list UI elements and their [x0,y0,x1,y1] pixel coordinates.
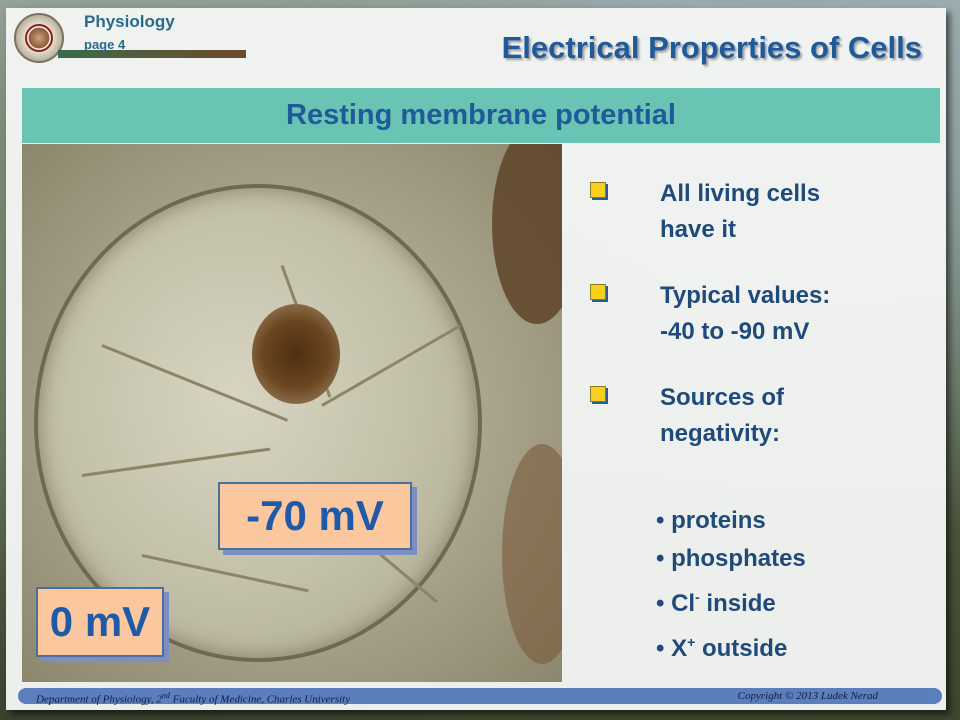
university-seal-logo [14,13,64,63]
source-item: • X+ outside [656,634,788,662]
cell-membrane [34,184,482,662]
bullet-square-icon [590,386,606,402]
bullet-list: All living cells have it Typical values:… [590,176,930,452]
bullet-square-icon [590,182,606,198]
cell-nucleus [252,304,340,404]
subject-label: Physiology [84,12,175,31]
inside-potential-label: -70 mV [218,482,412,550]
bullet-item: Sources of negativity: [590,380,930,452]
section-heading: Resting membrane potential [286,99,676,131]
bullet-item: Typical values: -40 to -90 mV [590,278,930,350]
neighbor-cell-shape [492,144,562,324]
neighbor-cell-shape [502,444,562,664]
source-item: • proteins [656,507,766,534]
footer-copyright: Copyright © 2013 Ludek Nerad [737,690,878,702]
footer-department: Department of Physiology, 2nd Faculty of… [36,691,351,706]
bullet-square-icon [590,284,606,300]
header-ribbon [58,50,246,58]
bullet-item: All living cells have it [590,176,930,248]
slide-title: Electrical Properties of Cells [501,30,922,65]
source-item: • phosphates [656,545,806,572]
footer-bar: Department of Physiology, 2nd Faculty of… [18,688,942,706]
negativity-sources-list: • proteins • phosphates • Cl- inside • X… [656,502,806,668]
section-banner: Resting membrane potential [22,88,940,143]
outside-potential-label: 0 mV [36,587,164,657]
cell-micrograph [22,144,562,682]
source-item: • Cl- inside [656,589,776,617]
page-number: page 4 [84,37,126,52]
